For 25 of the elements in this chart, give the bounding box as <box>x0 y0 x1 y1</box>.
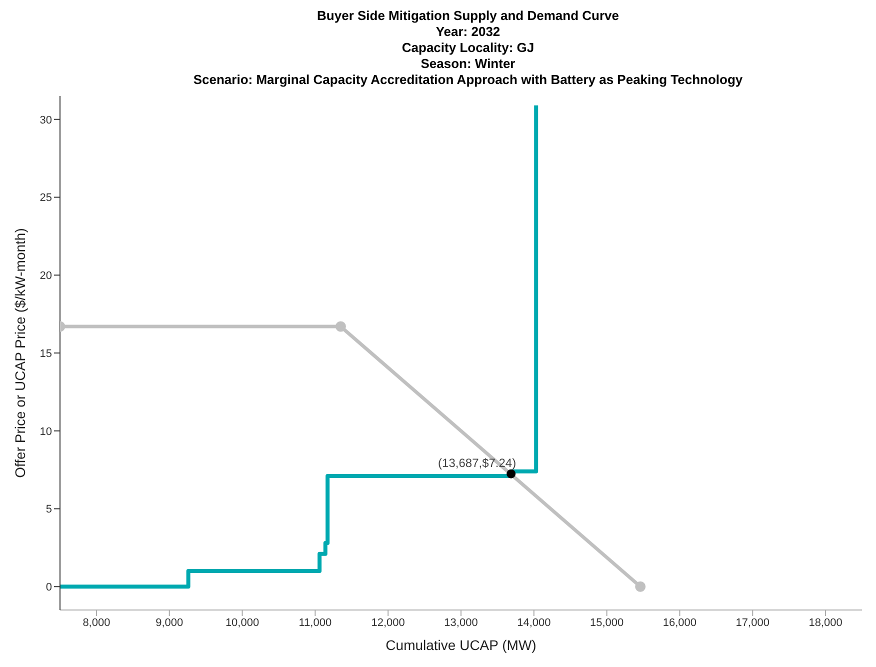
y-tick-label: 30 <box>40 114 52 126</box>
x-axis-title: Cumulative UCAP (MW) <box>386 637 536 653</box>
x-tick-label: 9,000 <box>156 616 184 629</box>
point <box>335 321 346 332</box>
y-tick-label: 0 <box>46 582 52 594</box>
y-tick-label: 5 <box>46 504 52 516</box>
x-tick-label: 15,000 <box>590 616 624 629</box>
x-tick-label: 12,000 <box>371 616 405 629</box>
x-tick-label: 16,000 <box>662 616 697 629</box>
annotation: (13,687,$7.24) <box>438 456 516 470</box>
point <box>635 581 646 592</box>
y-axis-title: Offer Price or UCAP Price ($/kW-month) <box>12 228 28 478</box>
y-tick-label: 25 <box>40 192 52 204</box>
y-tick-label: 20 <box>40 270 52 282</box>
point <box>506 469 516 478</box>
x-tick-label: 18,000 <box>808 616 842 629</box>
x-tick-label: 13,000 <box>444 616 478 629</box>
x-tick-label: 11,000 <box>298 616 332 629</box>
y-tick-label: 15 <box>40 348 52 360</box>
x-tick-label: 14,000 <box>517 616 551 629</box>
y-tick-label: 10 <box>40 426 52 438</box>
chart-title: Buyer Side Mitigation Supply and Demand Curve Year: 2032 Capacity Locality: GJ Season: Winter Scenario: Marginal Capacity Accreditation Approach with Battery as Peaking Technology <box>192 8 744 88</box>
x-tick-label: 8,000 <box>82 616 110 629</box>
x-tick-label: 10,000 <box>225 616 260 629</box>
x-tick-label: 17,000 <box>736 616 770 629</box>
